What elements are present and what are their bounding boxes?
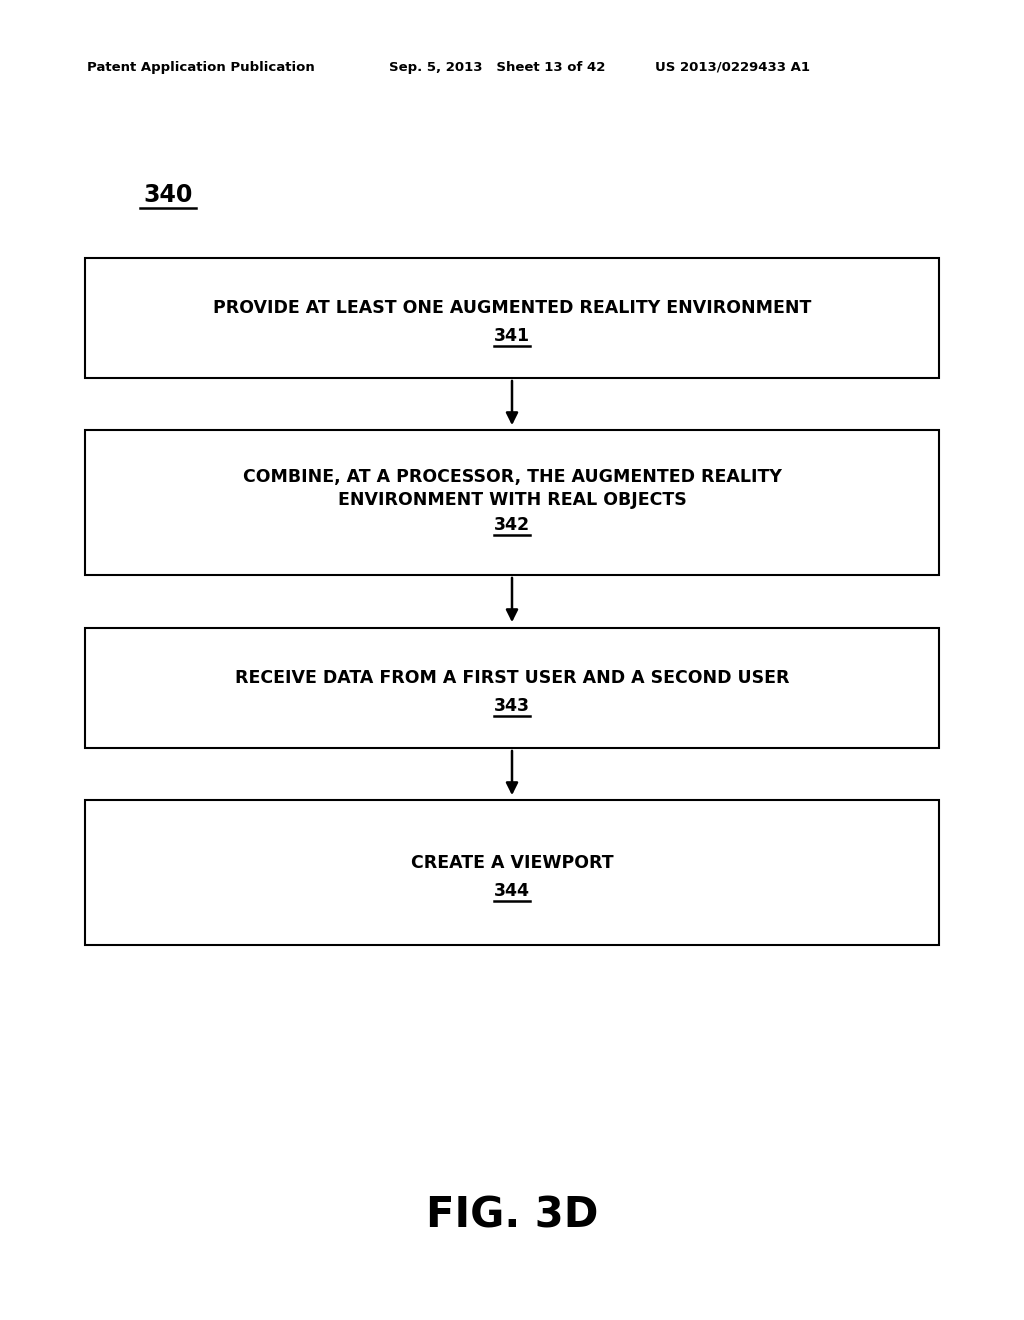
Bar <box>85 430 939 576</box>
Text: FIG. 3D: FIG. 3D <box>426 1195 598 1236</box>
Text: CREATE A VIEWPORT: CREATE A VIEWPORT <box>411 854 613 871</box>
Text: 341: 341 <box>494 327 530 345</box>
Text: 340: 340 <box>143 183 193 207</box>
Bar <box>85 257 939 378</box>
Text: COMBINE, AT A PROCESSOR, THE AUGMENTED REALITY
ENVIRONMENT WITH REAL OBJECTS: COMBINE, AT A PROCESSOR, THE AUGMENTED R… <box>243 469 781 508</box>
Bar <box>85 800 939 945</box>
Text: RECEIVE DATA FROM A FIRST USER AND A SECOND USER: RECEIVE DATA FROM A FIRST USER AND A SEC… <box>234 669 790 686</box>
Text: PROVIDE AT LEAST ONE AUGMENTED REALITY ENVIRONMENT: PROVIDE AT LEAST ONE AUGMENTED REALITY E… <box>213 300 811 317</box>
Bar <box>85 628 939 748</box>
Text: US 2013/0229433 A1: US 2013/0229433 A1 <box>655 61 810 74</box>
Text: 342: 342 <box>494 516 530 533</box>
Text: Patent Application Publication: Patent Application Publication <box>87 61 314 74</box>
Text: 343: 343 <box>494 697 530 715</box>
Text: 344: 344 <box>494 882 530 899</box>
Text: Sep. 5, 2013   Sheet 13 of 42: Sep. 5, 2013 Sheet 13 of 42 <box>389 61 605 74</box>
